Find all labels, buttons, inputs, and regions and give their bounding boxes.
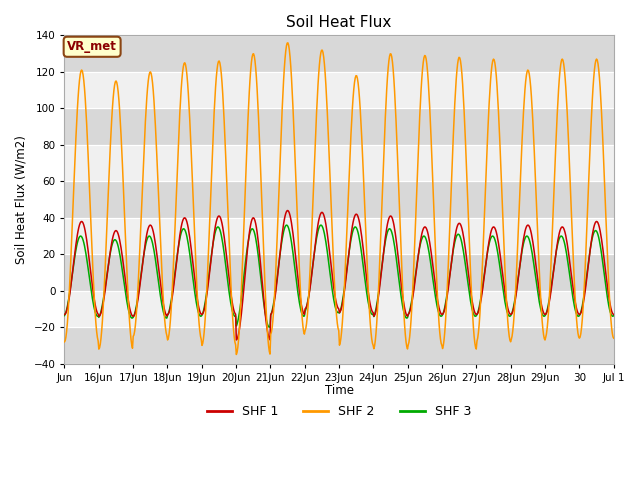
SHF 3 [428, 269, 436, 275]
Title: Soil Heat Flux: Soil Heat Flux [287, 15, 392, 30]
Line: SHF 2: SHF 2 [65, 43, 614, 355]
SHF 3 [266, 324, 273, 330]
SHF 1 [226, 283, 234, 289]
SHF 1 [232, 337, 240, 343]
SHF 1 [610, 312, 618, 317]
SHF 1 [428, 255, 436, 261]
SHF 3 [226, 295, 234, 300]
SHF 1 [275, 264, 282, 269]
SHF 3 [397, 293, 405, 299]
Bar [65, 108, 614, 145]
SHF 2 [284, 40, 292, 46]
SHF 1 [61, 312, 68, 317]
SHF 1 [284, 208, 292, 214]
SHF 2 [428, 154, 436, 160]
SHF 1 [254, 235, 262, 240]
SHF 3 [317, 222, 324, 228]
X-axis label: Time: Time [324, 384, 354, 397]
SHF 2 [610, 336, 618, 341]
SHF 2 [125, 309, 132, 314]
Bar [65, 218, 614, 254]
Bar [65, 291, 614, 327]
SHF 2 [61, 339, 68, 345]
Y-axis label: Soil Heat Flux (W/m2): Soil Heat Flux (W/m2) [15, 135, 28, 264]
SHF 3 [61, 312, 68, 318]
SHF 3 [253, 244, 261, 250]
Bar [65, 145, 614, 181]
SHF 2 [254, 100, 262, 106]
Line: SHF 1: SHF 1 [65, 211, 614, 340]
SHF 2 [226, 260, 234, 265]
Legend: SHF 1, SHF 2, SHF 3: SHF 1, SHF 2, SHF 3 [202, 400, 476, 423]
SHF 1 [397, 280, 405, 286]
Bar [65, 36, 614, 72]
SHF 2 [397, 248, 405, 254]
Bar [65, 181, 614, 218]
SHF 3 [125, 309, 132, 314]
Line: SHF 3: SHF 3 [65, 225, 614, 327]
SHF 1 [125, 301, 132, 307]
Bar [65, 72, 614, 108]
SHF 2 [232, 352, 240, 358]
SHF 3 [610, 312, 618, 318]
SHF 3 [275, 263, 282, 269]
Text: VR_met: VR_met [67, 40, 117, 53]
SHF 2 [275, 197, 282, 203]
Bar [65, 327, 614, 364]
Bar [65, 254, 614, 291]
